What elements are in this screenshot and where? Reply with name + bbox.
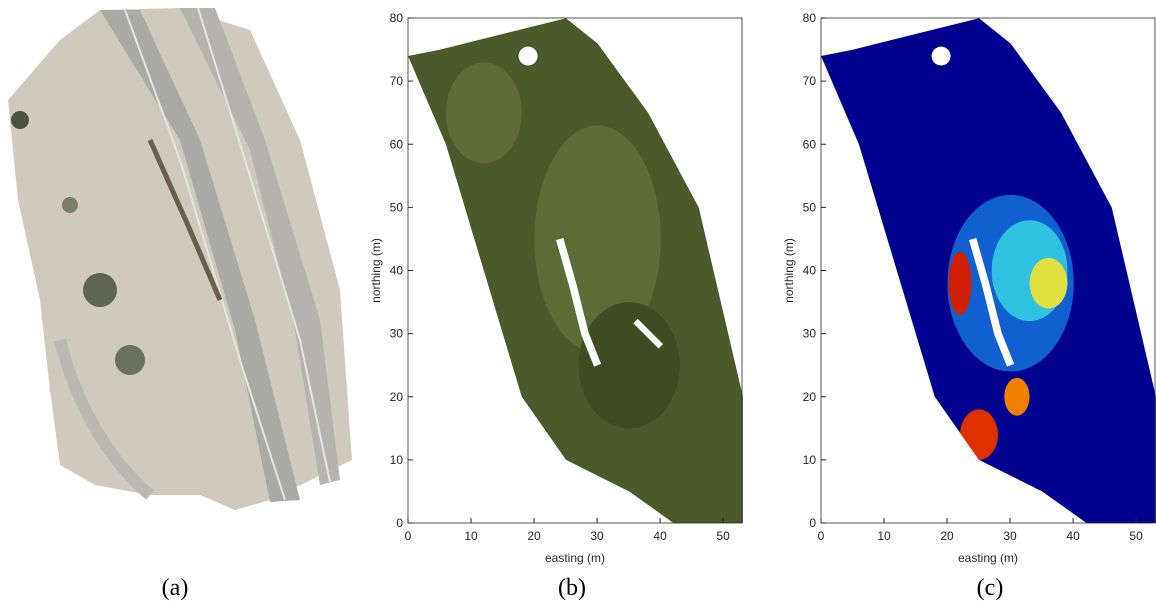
y-axis-label: northing (m) xyxy=(369,238,383,303)
y-tick-label: 70 xyxy=(803,74,817,88)
y-tick-label: 40 xyxy=(390,264,404,278)
y-tick-label: 0 xyxy=(809,516,816,530)
x-tick-label: 50 xyxy=(1129,529,1143,543)
rgb-map xyxy=(408,18,743,523)
y-axis-label: northing (m) xyxy=(782,238,796,303)
panel-caption: (b) xyxy=(558,575,586,601)
y-tick-label: 60 xyxy=(390,137,404,151)
y-tick-label: 50 xyxy=(803,200,817,214)
x-tick-label: 20 xyxy=(527,529,541,543)
x-tick-label: 0 xyxy=(405,529,412,543)
y-tick-label: 50 xyxy=(390,200,404,214)
panel-caption: (c) xyxy=(977,575,1004,601)
y-tick-label: 70 xyxy=(390,74,404,88)
x-tick-label: 30 xyxy=(1003,529,1017,543)
x-tick-label: 40 xyxy=(653,529,667,543)
y-tick-label: 10 xyxy=(803,453,817,467)
y-tick-label: 80 xyxy=(390,11,404,25)
x-tick-label: 10 xyxy=(877,529,891,543)
x-tick-label: 50 xyxy=(716,529,730,543)
x-axis-label: easting (m) xyxy=(545,551,605,565)
y-tick-label: 10 xyxy=(390,453,404,467)
x-tick-label: 10 xyxy=(464,529,478,543)
figure: (a) (b) 0 10 20 30 40 50 0 10 20 30 40 50 60 70 80 eastin… xyxy=(0,0,1156,606)
y-tick-label: 30 xyxy=(390,327,404,341)
y-tick-label: 20 xyxy=(803,390,817,404)
y-tick-label: 30 xyxy=(803,327,817,341)
y-tick-label: 60 xyxy=(803,137,817,151)
value-map xyxy=(821,18,1156,523)
y-tick-label: 40 xyxy=(803,264,817,278)
x-tick-label: 20 xyxy=(940,529,954,543)
panel-caption: (a) xyxy=(162,575,189,601)
x-tick-label: 0 xyxy=(818,529,825,543)
x-tick-label: 40 xyxy=(1066,529,1080,543)
x-axis-label: easting (m) xyxy=(958,551,1018,565)
y-tick-label: 0 xyxy=(396,516,403,530)
aerial-photo xyxy=(8,8,352,510)
y-tick-label: 80 xyxy=(803,11,817,25)
y-tick-label: 20 xyxy=(390,390,404,404)
x-tick-label: 30 xyxy=(590,529,604,543)
